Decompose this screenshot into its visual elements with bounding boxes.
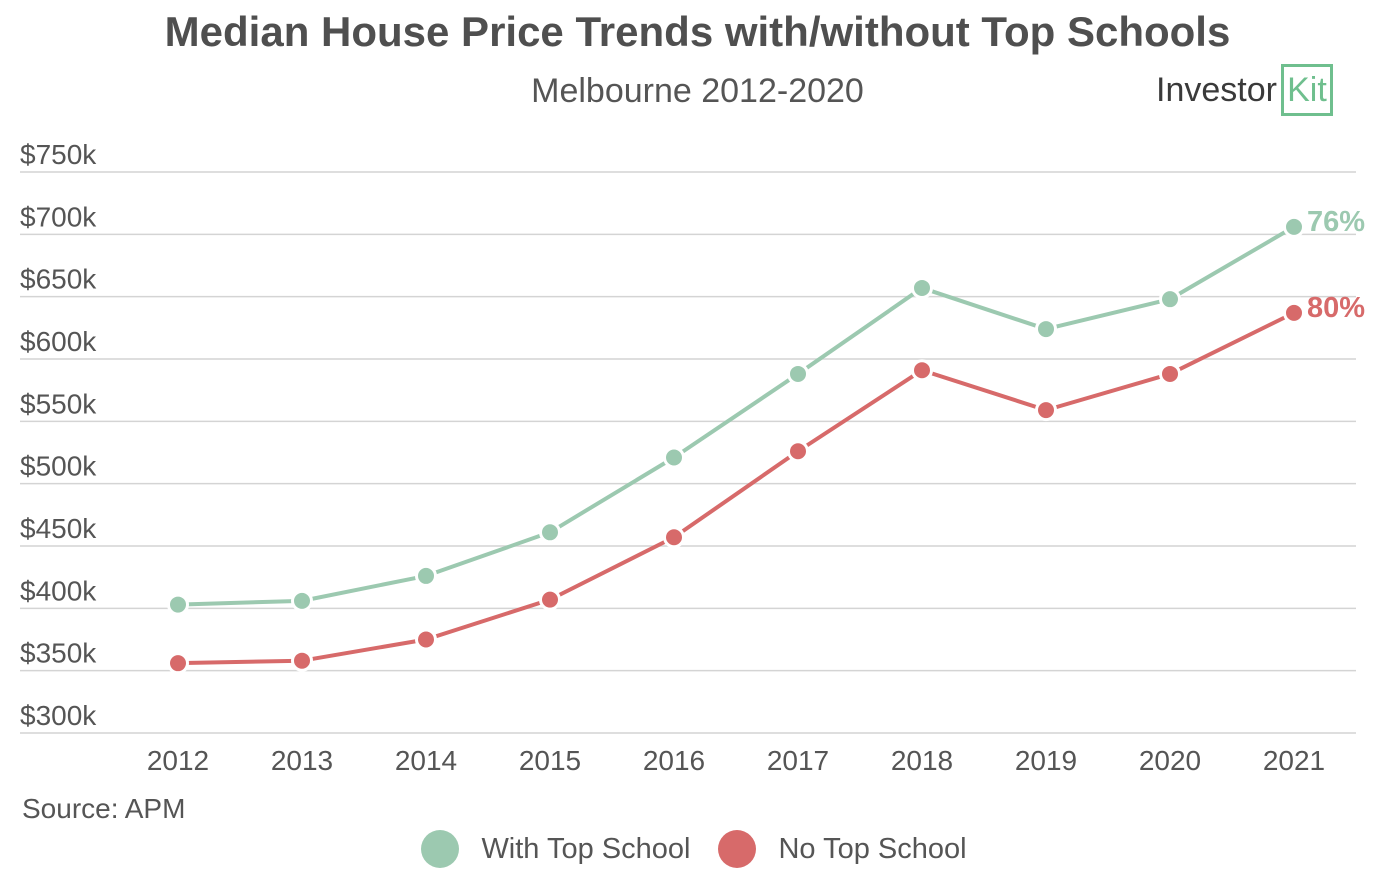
y-tick-label: $700k (20, 201, 97, 232)
legend: With Top School No Top School (0, 830, 1388, 868)
data-point (1035, 399, 1057, 422)
data-point (291, 589, 313, 612)
x-tick-label: 2012 (147, 745, 209, 776)
logo-box: Kit (1280, 64, 1333, 116)
end-label: 76% (1307, 206, 1365, 238)
series-line-0 (177, 225, 1296, 607)
y-tick-label: $550k (20, 388, 97, 419)
legend-swatch-with-top-school (421, 830, 460, 868)
y-tick-label: $300k (20, 700, 97, 731)
x-tick-label: 2020 (1139, 745, 1201, 776)
data-point (415, 628, 437, 651)
data-point (167, 652, 189, 675)
logo-word: Investor (1156, 70, 1277, 109)
legend-swatch-no-top-school (718, 830, 757, 868)
legend-label-with-top-school: With Top School (481, 832, 691, 865)
x-tick-label: 2016 (643, 745, 705, 776)
data-point (1159, 288, 1181, 311)
y-tick-label: $450k (20, 513, 97, 544)
data-point (1283, 301, 1305, 324)
x-tick-label: 2014 (395, 745, 457, 776)
x-tick-label: 2019 (1015, 745, 1077, 776)
data-point (539, 521, 561, 544)
y-tick-label: $600k (20, 326, 97, 357)
x-tick-label: 2015 (519, 745, 581, 776)
legend-label-no-top-school: No Top School (778, 832, 967, 865)
source-note: Source: APM (22, 793, 186, 824)
end-label: 80% (1307, 292, 1365, 324)
y-tick-label: $500k (20, 451, 97, 482)
data-point (291, 649, 313, 672)
data-point (539, 588, 561, 611)
data-point (1283, 215, 1305, 238)
x-tick-label: 2013 (271, 745, 333, 776)
y-tick-label: $750k (20, 139, 97, 170)
series-line-1 (177, 311, 1295, 666)
y-tick-label: $400k (20, 575, 97, 606)
data-point (1035, 318, 1057, 341)
data-point (663, 446, 685, 469)
legend-item-no-top-school: No Top School (718, 830, 967, 868)
data-point (663, 526, 685, 549)
x-tick-label: 2021 (1263, 745, 1325, 776)
data-point (787, 440, 809, 463)
chart-title: Median House Price Trends with/without T… (164, 8, 1231, 55)
y-tick-label: $350k (20, 638, 97, 669)
data-point (911, 276, 933, 299)
data-point (787, 362, 809, 385)
chart-subtitle: Melbourne 2012-2020 (531, 72, 864, 110)
investorkit-logo: Investor Kit (1156, 62, 1333, 118)
data-point (415, 564, 437, 587)
data-point (911, 359, 933, 382)
x-tick-label: 2018 (891, 745, 953, 776)
y-tick-label: $650k (20, 264, 97, 295)
data-point (1159, 362, 1181, 385)
data-point (167, 593, 189, 616)
legend-item-with-top-school: With Top School (421, 830, 690, 868)
x-tick-label: 2017 (767, 745, 829, 776)
